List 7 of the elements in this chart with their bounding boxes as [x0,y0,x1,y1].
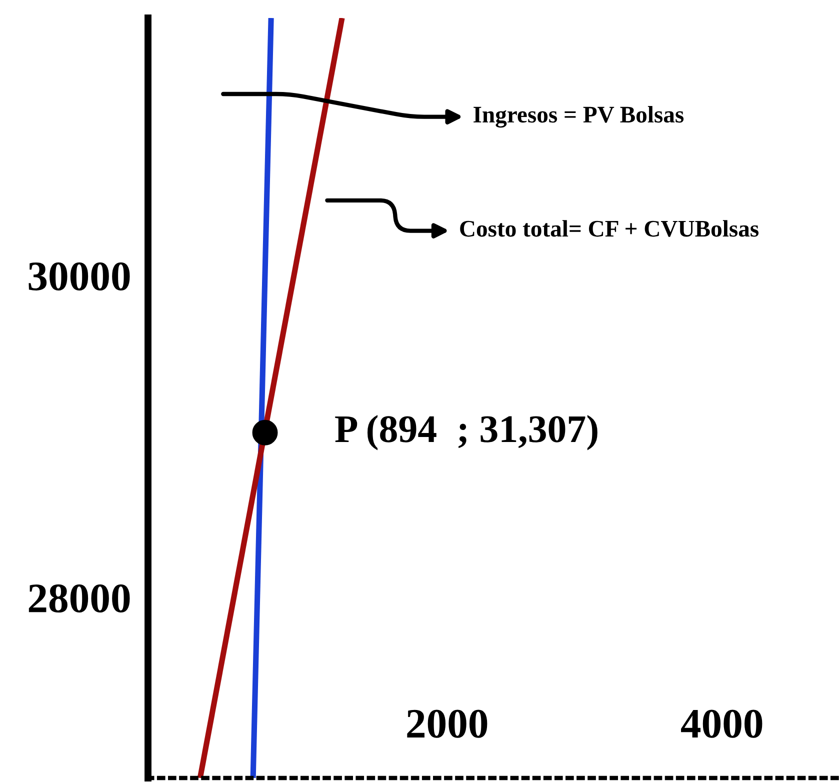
annotation: P (894 ; 31,307) [335,414,598,450]
x-tick-label: 2000 [407,710,488,738]
y-tick-label: 30000 [28,262,130,290]
x-tick-label: 4000 [681,710,762,738]
text: Costo total= CF + CVUBolsas [460,220,759,237]
y-tick-label: 28000 [28,584,130,613]
text: Ingresos = PV Bolsas [474,106,684,128]
